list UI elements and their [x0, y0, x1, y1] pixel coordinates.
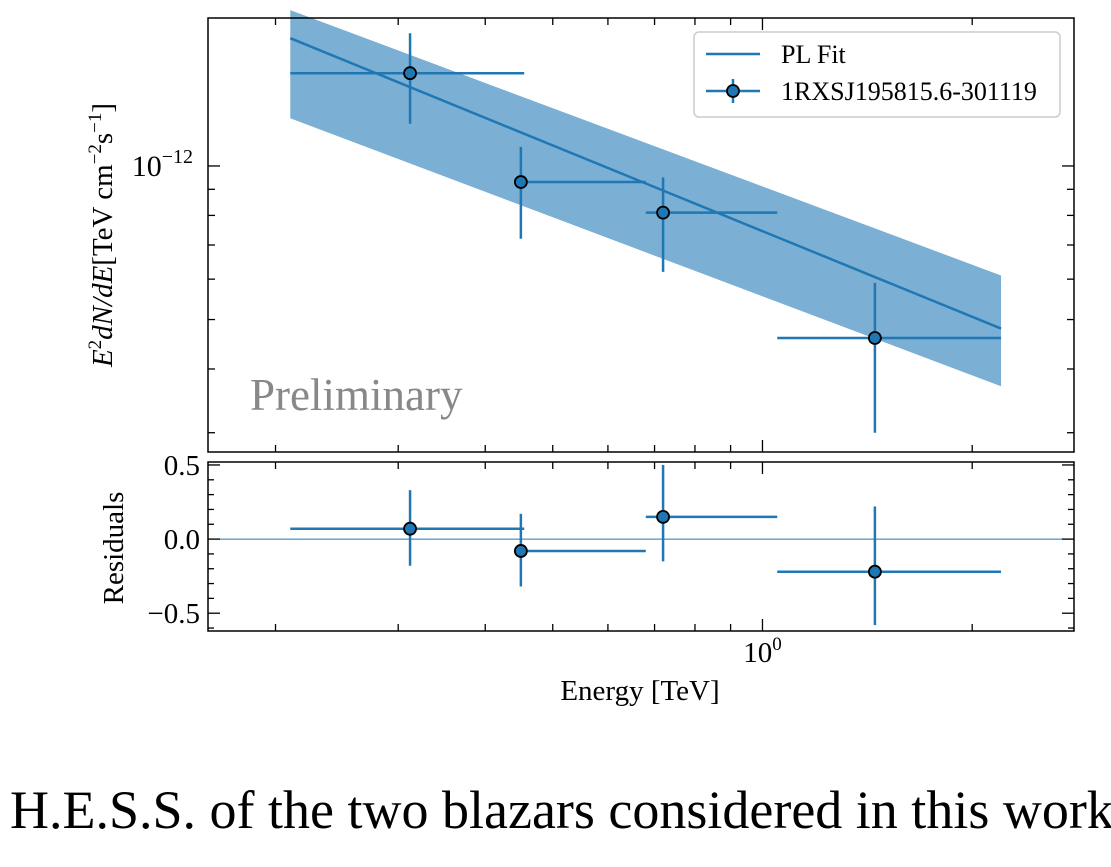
fit-confidence-band: [290, 10, 1002, 387]
energy-xtick-label: 100: [743, 634, 782, 669]
legend-fit-label: PL Fit: [781, 40, 847, 69]
residuals-ylabel: Residuals: [98, 492, 130, 605]
spectrum-figure: 10−12 E2dN/dE[TeV cm−2s−1] Preliminary PL F…: [85, 10, 1075, 707]
legend-box: [693, 31, 1061, 118]
spectrum-point-1: [513, 175, 528, 189]
spectrum-axes-frame: [207, 17, 1075, 453]
spectrum-ylabel: E2dN/dE[TeV cm−2s−1]: [85, 103, 119, 368]
legend-data-label: 1RXSJ195815.6-301119: [781, 77, 1037, 106]
spectrum-point-0: [403, 66, 417, 81]
residual-point-2: [656, 509, 670, 524]
residuals-panel: 0.5 0.0 −0.5 100 Residuals Energy [TeV]: [98, 450, 1075, 707]
residuals-ytick-label: −0.5: [147, 598, 200, 630]
spectrum-ytick-label: 10−12: [132, 146, 193, 183]
residual-point-3: [867, 564, 882, 579]
preliminary-label: Preliminary: [250, 370, 463, 420]
residual-point-1: [513, 544, 528, 558]
spectrum-panel: 10−12 E2dN/dE[TeV cm−2s−1] Preliminary PL F…: [85, 10, 1075, 453]
residuals-axes-frame: [207, 461, 1075, 632]
spectrum-point-3: [867, 331, 882, 345]
legend-data-swatch-marker: [726, 84, 740, 98]
residuals-ytick-label: 0.0: [164, 524, 200, 556]
residual-point-0: [403, 521, 417, 536]
residuals-ytick-label: 0.5: [164, 450, 200, 482]
energy-xlabel: Energy [TeV]: [560, 675, 719, 707]
spectrum-point-2: [656, 205, 670, 220]
pl-fit-line: [289, 37, 1002, 330]
figure-caption: H.E.S.S. of the two blazars considered i…: [10, 780, 1111, 840]
